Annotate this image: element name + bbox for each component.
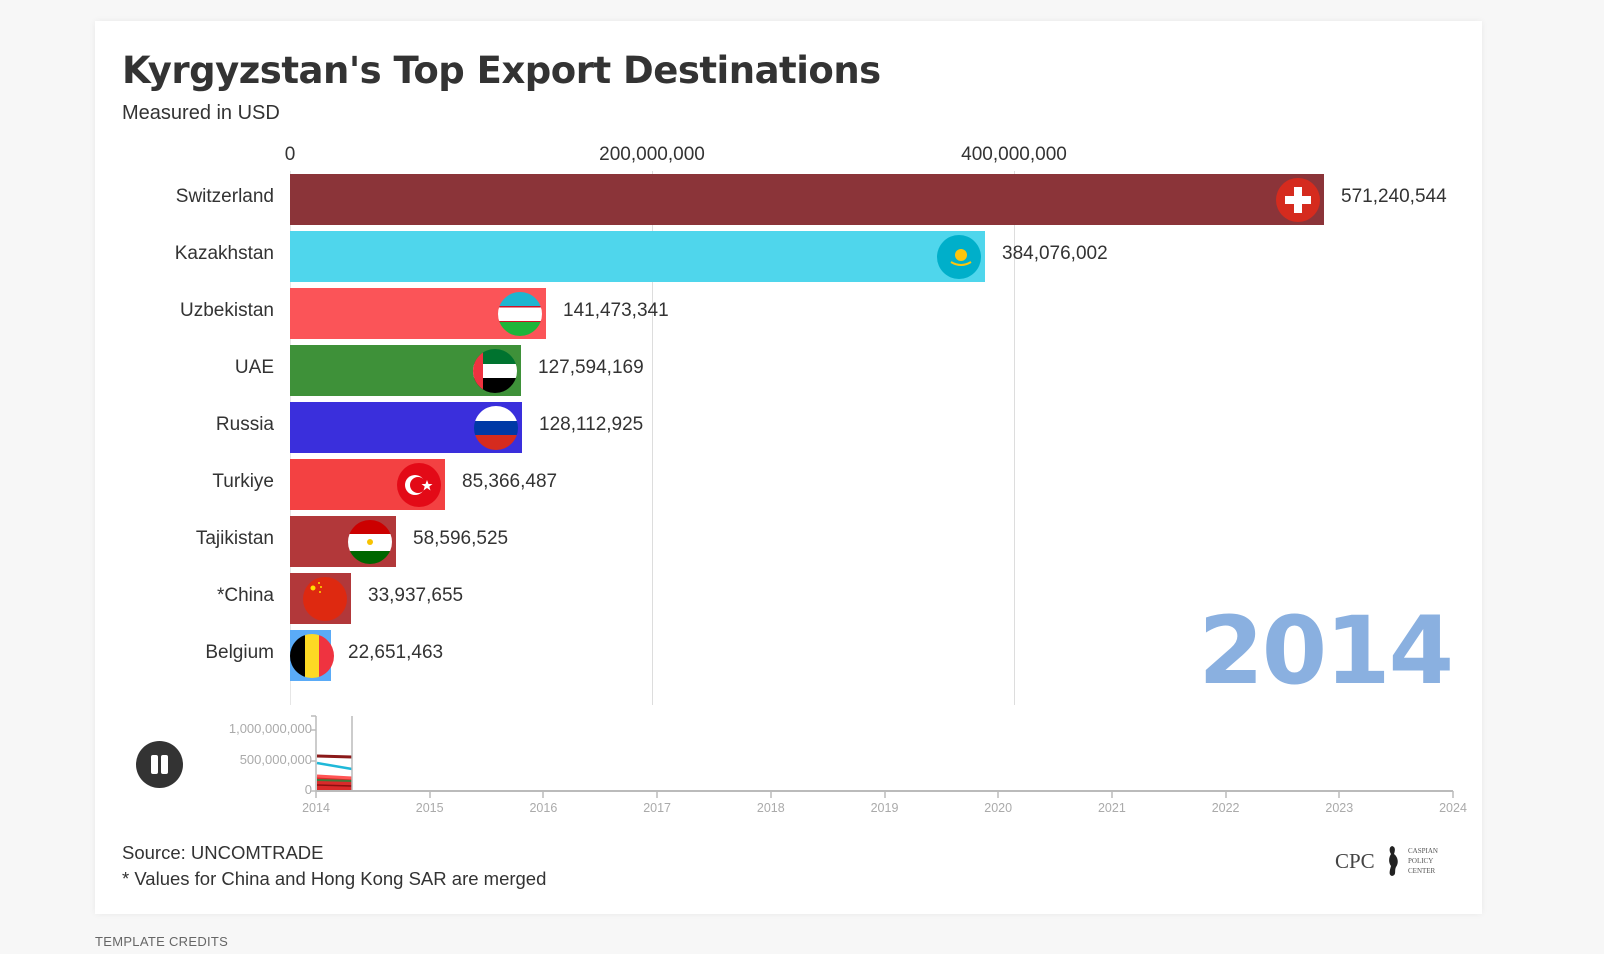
bar — [290, 231, 985, 282]
bar-label: UAE — [234, 357, 274, 378]
bar — [290, 345, 521, 396]
source-text: Source: UNCOMTRADE — [122, 842, 324, 863]
bar — [290, 288, 546, 339]
bar-label: Switzerland — [175, 186, 274, 207]
bar-label: Kazakhstan — [174, 243, 274, 264]
mini-y-tick-0: 0 — [304, 782, 312, 797]
logo-subtext: CASPIAN POLICY CENTER — [1408, 847, 1438, 875]
chart-title: Kyrgyzstan's Top Export Destinations — [122, 49, 881, 92]
uae-flag-icon — [473, 349, 517, 393]
caspian-sea-icon — [1389, 846, 1398, 876]
logo-text: CPC — [1335, 849, 1375, 873]
bar — [290, 459, 445, 510]
tajikistan-flag-icon — [348, 520, 392, 564]
axis-tick-0: 0 — [284, 144, 296, 165]
bar-value: 58,596,525 — [413, 528, 509, 549]
timeline-year[interactable]: 2019 — [870, 801, 899, 815]
timeline-year[interactable]: 2014 — [302, 801, 330, 815]
bar-label: *China — [216, 585, 274, 606]
mini-y-tick-1b: 1,000,000,000 — [228, 721, 312, 736]
timeline-year[interactable]: 2017 — [643, 801, 671, 815]
chart-card: Kyrgyzstan's Top Export Destinations Mea… — [95, 21, 1482, 914]
bar-label: Uzbekistan — [180, 300, 274, 321]
bar-value: 127,594,169 — [538, 357, 644, 378]
note-text: * Values for China and Hong Kong SAR are… — [122, 868, 547, 889]
gridline-400m — [1014, 171, 1015, 705]
bar-label: Turkiye — [212, 471, 274, 492]
bar — [290, 630, 334, 681]
pause-icon — [151, 755, 158, 774]
bar — [290, 174, 1324, 225]
china-flag-icon — [303, 577, 347, 621]
bar-label: Tajikistan — [195, 528, 274, 549]
timeline-year[interactable]: 2023 — [1325, 801, 1354, 815]
timeline-year[interactable]: 2016 — [529, 801, 558, 815]
cpc-logo: CPC CASPIAN POLICY CENTER — [1335, 843, 1455, 883]
timeline-year[interactable]: 2018 — [756, 801, 785, 815]
chart-subtitle: Measured in USD — [122, 102, 280, 124]
bar-label: Russia — [215, 414, 274, 435]
axis-tick-400m: 400,000,000 — [961, 144, 1067, 165]
uzbekistan-flag-icon — [498, 292, 542, 336]
mini-y-tick-500m: 500,000,000 — [239, 752, 312, 767]
bar-label: Belgium — [205, 642, 274, 663]
bar — [290, 516, 396, 567]
axis-tick-200m: 200,000,000 — [599, 144, 705, 165]
current-year-label: 2014 — [1198, 597, 1454, 706]
switzerland-flag-icon — [1276, 178, 1320, 222]
turkiye-flag-icon — [397, 463, 441, 507]
bar-value: 128,112,925 — [539, 414, 644, 435]
pause-button[interactable] — [136, 741, 183, 788]
bar — [290, 573, 351, 624]
bar-value: 85,366,487 — [462, 471, 558, 492]
bar-value: 384,076,002 — [1002, 243, 1108, 264]
russia-flag-icon — [474, 406, 518, 450]
bar-value: 571,240,544 — [1341, 186, 1447, 207]
footnote: Source: UNCOMTRADE * Values for China an… — [122, 840, 546, 892]
timeline-year[interactable]: 2024 — [1439, 801, 1467, 815]
timeline-year[interactable]: 2015 — [415, 801, 444, 815]
bar-value: 33,937,655 — [368, 585, 464, 606]
template-credits-link[interactable]: TEMPLATE CREDITS — [95, 934, 229, 949]
kazakhstan-flag-icon — [937, 235, 981, 279]
timeline-year[interactable]: 2020 — [984, 801, 1013, 815]
pause-icon-bar — [161, 755, 168, 774]
gridline-200m — [652, 171, 653, 705]
timeline-year[interactable]: 2022 — [1211, 801, 1240, 815]
timeline-scrubber[interactable] — [95, 21, 1482, 841]
bar-value: 22,651,463 — [348, 642, 444, 663]
bar — [290, 402, 522, 453]
timeline-year[interactable]: 2021 — [1097, 801, 1126, 815]
bar-value: 141,473,341 — [563, 300, 669, 321]
belgium-flag-icon — [290, 634, 334, 678]
